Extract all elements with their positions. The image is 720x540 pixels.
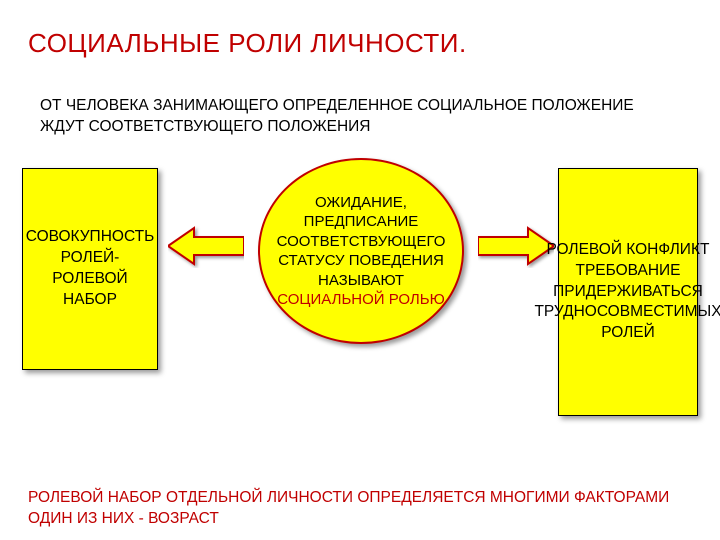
footer-line1: РОЛЕВОЙ НАБОР ОТДЕЛЬНОЙ ЛИЧНОСТИ ОПРЕДЕЛ…: [28, 488, 692, 509]
ellipse-black-part: ОЖИДАНИЕ, ПРЕДПИСАНИЕ СООТВЕТСТВУЮЩЕГО С…: [277, 194, 446, 289]
footer-text: РОЛЕВОЙ НАБОР ОТДЕЛЬНОЙ ЛИЧНОСТИ ОПРЕДЕЛ…: [28, 488, 692, 530]
right-box: РОЛЕВОЙ КОНФЛИКТ ТРЕБОВАНИЕ ПРИДЕРЖИВАТЬ…: [558, 168, 698, 416]
ellipse-red-part: СОЦИАЛЬНОЙ РОЛЬЮ: [274, 290, 448, 310]
ellipse-text: ОЖИДАНИЕ, ПРЕДПИСАНИЕ СООТВЕТСТВУЮЩЕГО С…: [274, 193, 448, 310]
right-box-text: РОЛЕВОЙ КОНФЛИКТ ТРЕБОВАНИЕ ПРИДЕРЖИВАТЬ…: [534, 240, 720, 345]
left-box: СОВОКУПНОСТЬ РОЛЕЙ- РОЛЕВОЙ НАБОР: [22, 168, 158, 370]
footer-line2: ОДИН ИЗ НИХ - ВОЗРАСТ: [28, 509, 692, 530]
subtitle-text: ОТ ЧЕЛОВЕКА ЗАНИМАЮЩЕГО ОПРЕДЕЛЕННОЕ СОЦ…: [40, 96, 680, 138]
left-box-text: СОВОКУПНОСТЬ РОЛЕЙ- РОЛЕВОЙ НАБОР: [26, 227, 155, 311]
page-title: СОЦИАЛЬНЫЕ РОЛИ ЛИЧНОСТИ.: [28, 28, 467, 59]
center-ellipse: ОЖИДАНИЕ, ПРЕДПИСАНИЕ СООТВЕТСТВУЮЩЕГО С…: [258, 158, 464, 344]
arrow-left-icon: [168, 224, 244, 268]
